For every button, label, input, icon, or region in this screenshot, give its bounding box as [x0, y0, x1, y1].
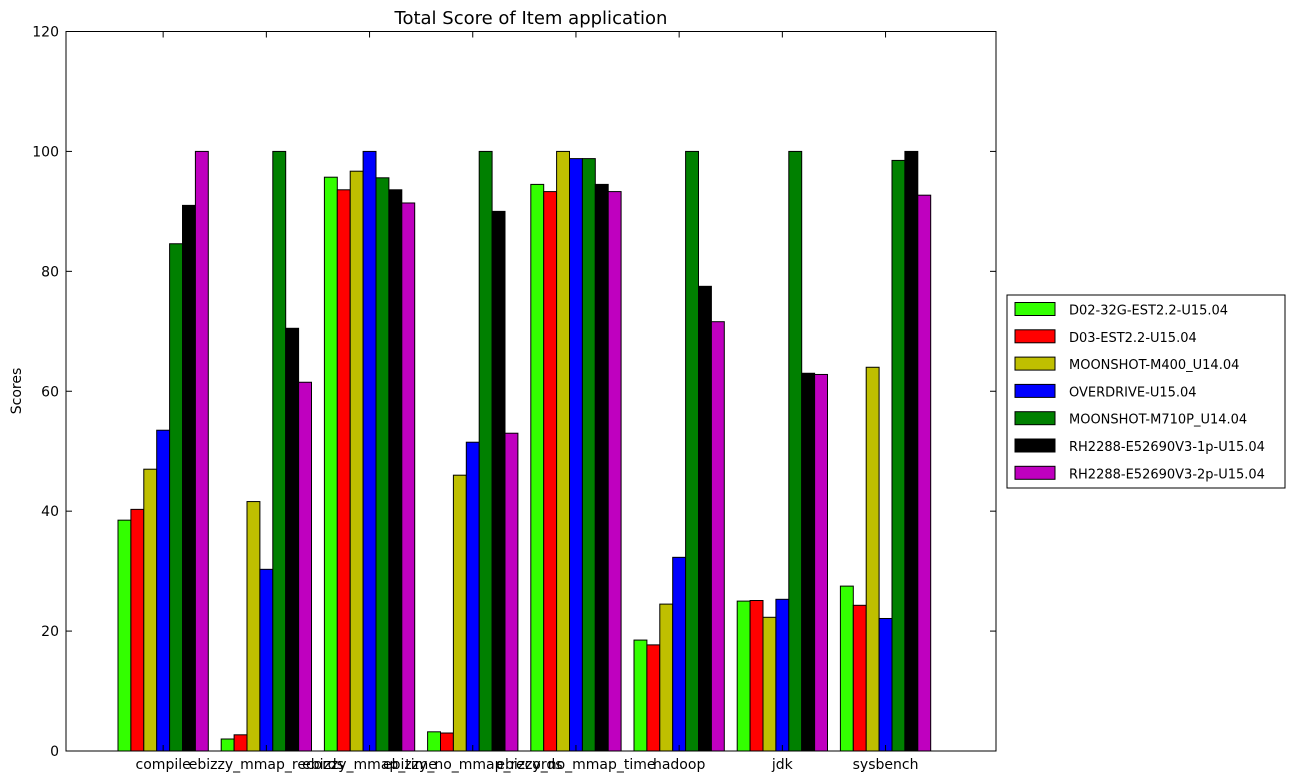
legend-label: D03-EST2.2-U15.04	[1069, 331, 1197, 346]
y-tick-label: 100	[32, 144, 59, 160]
legend: D02-32G-EST2.2-U15.04 D03-EST2.2-U15.04 MO…	[1006, 294, 1286, 489]
legend-label: OVERDRIVE-U15.04	[1069, 385, 1197, 400]
bar-RH2288-E52690V3-1p-U15.04-ebizzy_no_mmap_time	[594, 183, 609, 752]
x-tick-label: ebizzy_mmap_time	[302, 757, 437, 773]
x-tick-label: compile	[136, 757, 191, 773]
bar-RH2288-E52690V3-2p-U15.04-ebizzy_no_mmap_records	[504, 432, 519, 752]
legend-swatch	[1014, 302, 1056, 316]
bar-OVERDRIVE-U15.04-ebizzy_no_mmap_time	[569, 158, 583, 752]
bar-D03-EST2.2-U15.04-ebizzy_no_mmap_records	[440, 732, 454, 752]
bar-OVERDRIVE-U15.04-sysbench	[878, 617, 893, 752]
bar-RH2288-E52690V3-1p-U15.04-compile	[182, 204, 196, 752]
bar-MOONSHOT-M710P_U14.04-ebizzy_no_mmap_time	[581, 158, 596, 752]
bar-OVERDRIVE-U15.04-jdk	[775, 598, 790, 752]
bar-RH2288-E52690V3-1p-U15.04-ebizzy_mmap_records	[285, 327, 300, 752]
chart-title: Total Score of Item application	[394, 8, 668, 29]
x-tick-label: ebizzy_no_mmap_time	[496, 757, 655, 773]
bar-OVERDRIVE-U15.04-hadoop	[672, 556, 687, 752]
bar-RH2288-E52690V3-1p-U15.04-jdk	[801, 372, 816, 752]
x-tick-label: ebizzy_no_mmap_records	[383, 757, 563, 773]
y-tick-label: 20	[41, 624, 59, 640]
legend-label: RH2288-E52690V3-1p-U15.04	[1069, 440, 1265, 455]
bar-D03-EST2.2-U15.04-ebizzy_no_mmap_time	[543, 191, 558, 752]
bar-RH2288-E52690V3-2p-U15.04-hadoop	[710, 321, 725, 752]
x-axis: compileebizzy_mmap_recordsebizzy_mmap_ti…	[136, 31, 919, 773]
plot-frame	[65, 31, 997, 752]
x-tick-label: sysbench	[853, 757, 919, 773]
legend-swatch	[1014, 383, 1056, 398]
bar-RH2288-E52690V3-2p-U15.04-ebizzy_mmap_time	[401, 202, 416, 752]
y-tick-label: 40	[41, 504, 59, 520]
bar-RH2288-E52690V3-1p-U15.04-ebizzy_mmap_time	[388, 189, 403, 752]
bar-MOONSHOT-M400_U14.04-jdk	[762, 616, 777, 752]
legend-swatch	[1014, 411, 1056, 426]
bar-MOONSHOT-M400_U14.04-ebizzy_mmap_records	[246, 501, 261, 752]
bar-MOONSHOT-M710P_U14.04-compile	[169, 243, 184, 752]
bar-OVERDRIVE-U15.04-ebizzy_mmap_records	[259, 568, 274, 752]
bar-MOONSHOT-M400_U14.04-sysbench	[865, 366, 880, 752]
bar-RH2288-E52690V3-2p-U15.04-jdk	[814, 373, 828, 752]
y-axis-label: Scores	[9, 368, 25, 415]
bar-OVERDRIVE-U15.04-compile	[156, 429, 171, 752]
bar-D02-32G-EST2.2-U15.04-sysbench	[839, 585, 854, 752]
bar-D02-32G-EST2.2-U15.04-ebizzy_mmap_time	[323, 176, 338, 752]
bar-RH2288-E52690V3-2p-U15.04-compile	[194, 150, 209, 752]
bar-D03-EST2.2-U15.04-hadoop	[646, 644, 661, 752]
legend-swatch	[1014, 329, 1056, 344]
bar-D02-32G-EST2.2-U15.04-hadoop	[633, 639, 648, 752]
bar-MOONSHOT-M710P_U14.04-ebizzy_mmap_records	[272, 150, 287, 752]
bar-MOONSHOT-M710P_U14.04-hadoop	[685, 150, 699, 752]
y-tick-label: 0	[50, 744, 59, 760]
legend-label: MOONSHOT-M400_U14.04	[1069, 358, 1239, 373]
legend-swatch	[1014, 438, 1056, 453]
bar-MOONSHOT-M710P_U14.04-ebizzy_no_mmap_records	[478, 150, 493, 752]
bar-D02-32G-EST2.2-U15.04-ebizzy_mmap_records	[220, 738, 235, 752]
legend-swatch	[1014, 465, 1056, 480]
bar-MOONSHOT-M710P_U14.04-sysbench	[891, 159, 906, 752]
bar-D02-32G-EST2.2-U15.04-compile	[117, 519, 132, 752]
bar-RH2288-E52690V3-1p-U15.04-sysbench	[904, 150, 919, 752]
y-axis: 0 20 40 60 80 100 120	[32, 25, 996, 760]
bar-RH2288-E52690V3-2p-U15.04-ebizzy_no_mmap_time	[607, 191, 622, 752]
bar-D03-EST2.2-U15.04-jdk	[749, 600, 764, 752]
legend-label: MOONSHOT-M710P_U14.04	[1069, 413, 1247, 428]
bar-D03-EST2.2-U15.04-compile	[130, 508, 145, 752]
legend-label: RH2288-E52690V3-2p-U15.04	[1069, 467, 1265, 482]
bar-OVERDRIVE-U15.04-ebizzy_no_mmap_records	[465, 441, 480, 752]
y-tick-label: 80	[41, 264, 59, 280]
bar-D02-32G-EST2.2-U15.04-ebizzy_no_mmap_time	[530, 183, 545, 752]
legend-label: D02-32G-EST2.2-U15.04	[1069, 304, 1228, 319]
bar-MOONSHOT-M400_U14.04-hadoop	[659, 603, 674, 752]
y-tick-label: 60	[41, 384, 59, 400]
bar-MOONSHOT-M710P_U14.04-jdk	[788, 150, 803, 752]
bar-RH2288-E52690V3-2p-U15.04-sysbench	[917, 194, 932, 752]
bar-RH2288-E52690V3-1p-U15.04-hadoop	[698, 285, 712, 752]
x-tick-label: ebizzy_mmap_records	[189, 757, 344, 773]
x-tick-label: hadoop	[653, 757, 705, 773]
bar-MOONSHOT-M400_U14.04-ebizzy_no_mmap_time	[556, 150, 570, 752]
bar-MOONSHOT-M400_U14.04-ebizzy_mmap_time	[349, 170, 364, 752]
bar-D03-EST2.2-U15.04-ebizzy_mmap_records	[233, 734, 248, 752]
legend-swatch	[1014, 356, 1056, 371]
bar-OVERDRIVE-U15.04-ebizzy_mmap_time	[362, 150, 377, 752]
x-tick-label: jdk	[771, 757, 794, 773]
bar-D02-32G-EST2.2-U15.04-jdk	[736, 600, 751, 752]
bar-D03-EST2.2-U15.04-ebizzy_mmap_time	[336, 189, 351, 752]
bar-MOONSHOT-M400_U14.04-compile	[143, 468, 158, 752]
bar-MOONSHOT-M400_U14.04-ebizzy_no_mmap_records	[452, 474, 467, 752]
bar-D03-EST2.2-U15.04-sysbench	[852, 604, 867, 752]
bar-D02-32G-EST2.2-U15.04-ebizzy_no_mmap_records	[427, 731, 442, 752]
y-tick-label: 120	[32, 25, 59, 41]
bars-group	[117, 150, 932, 752]
bar-RH2288-E52690V3-2p-U15.04-ebizzy_mmap_records	[298, 381, 313, 752]
bar-MOONSHOT-M710P_U14.04-ebizzy_mmap_time	[375, 177, 390, 752]
bar-RH2288-E52690V3-1p-U15.04-ebizzy_no_mmap_records	[491, 210, 506, 752]
